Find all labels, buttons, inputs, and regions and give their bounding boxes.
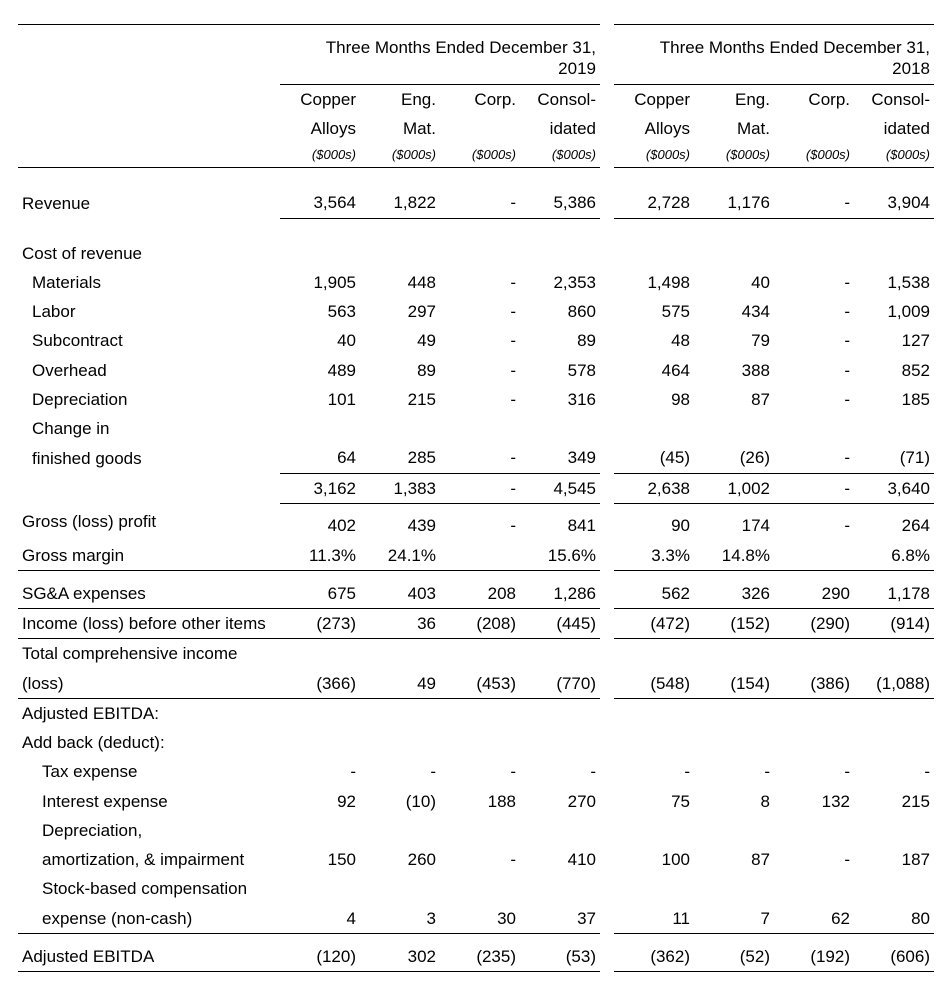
col-copper-2018: Copper <box>614 84 694 114</box>
row-sbc-1: Stock-based compensation <box>18 874 934 903</box>
row-cost-of-revenue-hdr: Cost of revenue <box>18 239 934 268</box>
col-consol-2019: Consol- <box>520 84 600 114</box>
row-subcontract: Subcontract 40 49 - 89 48 79 - 127 <box>18 326 934 355</box>
financial-table: Three Months Ended December 31, 2019 Thr… <box>18 24 934 972</box>
period-2018: Three Months Ended December 31, 2018 <box>660 38 930 78</box>
row-addback-hdr: Add back (deduct): <box>18 728 934 757</box>
row-gross-profit: Gross (loss) profit 402 439 - 841 90 174… <box>18 503 934 540</box>
col-header-row-1: Copper Eng. Corp. Consol- Copper Eng. Co… <box>18 84 934 114</box>
row-sga: SG&A expenses 675 403 208 1,286 562 326 … <box>18 579 934 609</box>
row-sbc-2: expense (non-cash) 4 3 30 37 11 7 62 80 <box>18 904 934 934</box>
row-depreciation: Depreciation 101 215 - 316 98 87 - 185 <box>18 385 934 414</box>
row-cost-subtotal: 3,162 1,383 - 4,545 2,638 1,002 - 3,640 <box>18 473 934 503</box>
period-header-row: Three Months Ended December 31, 2019 Thr… <box>18 33 934 84</box>
row-interest: Interest expense 92 (10) 188 270 75 8 13… <box>18 787 934 816</box>
col-consol-2018: Consol- <box>854 84 934 114</box>
row-tci-1: Total comprehensive income <box>18 639 934 669</box>
row-change-fg-1: Change in <box>18 414 934 443</box>
label-cost-of-revenue: Cost of revenue <box>18 239 280 268</box>
unit-row: ($000s) ($000s) ($000s) ($000s) ($000s) … <box>18 143 934 168</box>
col-eng-2018: Eng. <box>694 84 774 114</box>
row-revenue: Revenue 3,564 1,822 - 5,386 2,728 1,176 … <box>18 188 934 218</box>
row-tax: Tax expense - - - - - - - - <box>18 757 934 786</box>
row-overhead: Overhead 489 89 - 578 464 388 - 852 <box>18 356 934 385</box>
col-eng-2019: Eng. <box>360 84 440 114</box>
col-copper-2019: Copper <box>280 84 360 114</box>
row-change-fg-2: finished goods 64 285 - 349 (45) (26) - … <box>18 443 934 473</box>
col-corp-2019: Corp. <box>440 84 520 114</box>
row-labor: Labor 563 297 - 860 575 434 - 1,009 <box>18 297 934 326</box>
row-materials: Materials 1,905 448 - 2,353 1,498 40 - 1… <box>18 268 934 297</box>
period-2019: Three Months Ended December 31, 2019 <box>326 38 596 78</box>
row-tci-2: (loss) (366) 49 (453) (770) (548) (154) … <box>18 669 934 699</box>
label-revenue: Revenue <box>18 188 280 218</box>
row-da-1: Depreciation, <box>18 816 934 845</box>
row-da-2: amortization, & impairment 150 260 - 410… <box>18 845 934 874</box>
row-adj-ebitda-hdr: Adjusted EBITDA: <box>18 698 934 728</box>
row-gross-margin: Gross margin 11.3% 24.1% 15.6% 3.3% 14.8… <box>18 541 934 571</box>
row-adj-ebitda: Adjusted EBITDA (120) 302 (235) (53) (36… <box>18 942 934 972</box>
col-corp-2018: Corp. <box>774 84 854 114</box>
col-header-row-2: Alloys Mat. idated Alloys Mat. idated <box>18 114 934 143</box>
row-income-before: Income (loss) before other items (273) 3… <box>18 609 934 639</box>
